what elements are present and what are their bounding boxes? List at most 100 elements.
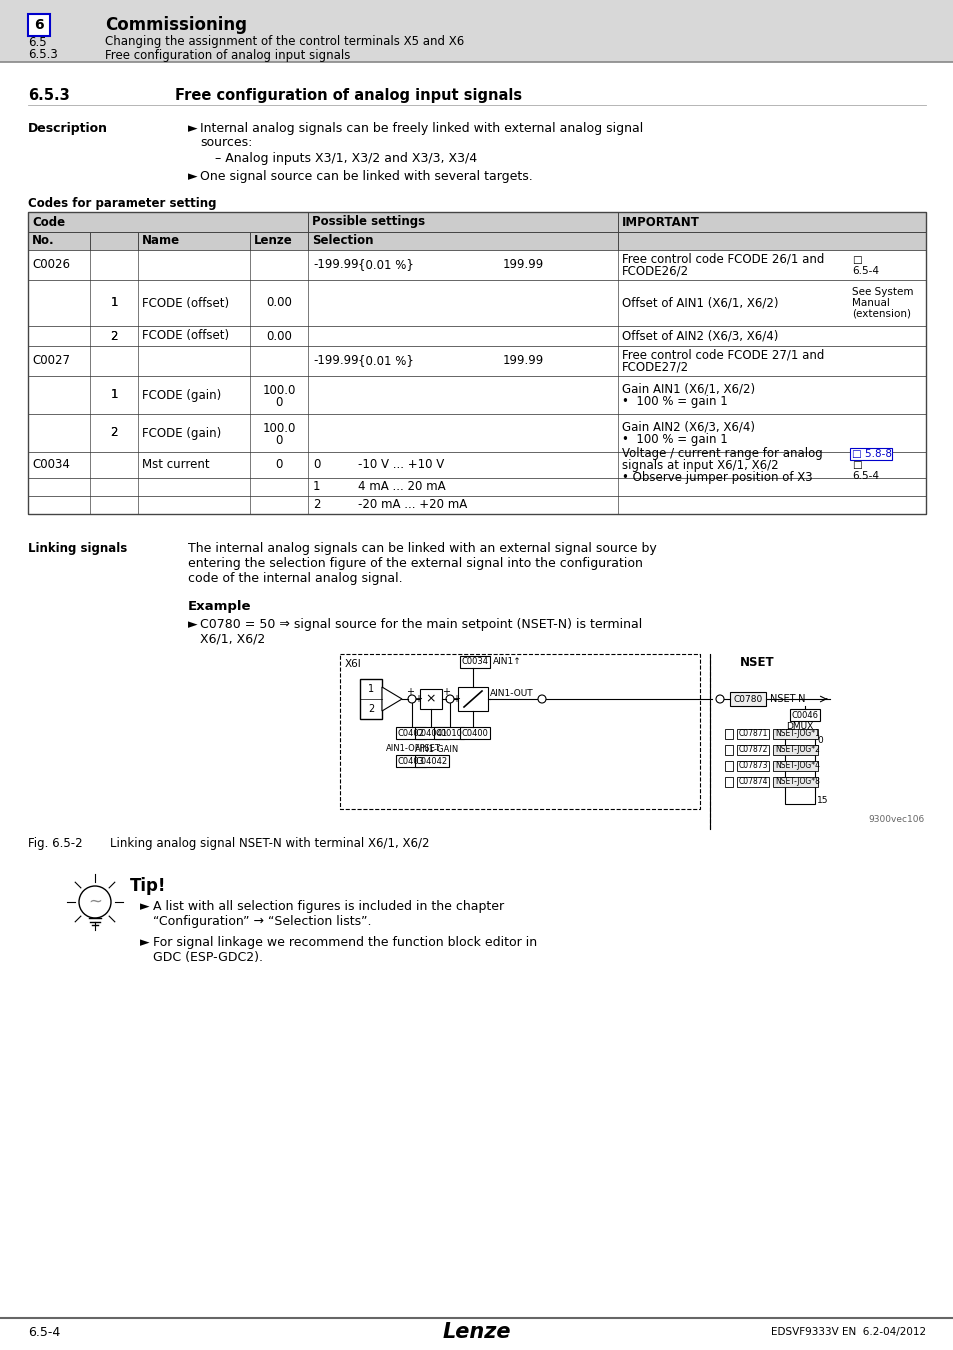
Bar — [784, 734, 814, 805]
Text: C0010: C0010 — [436, 729, 462, 737]
Text: Gain AIN2 (X6/3, X6/4): Gain AIN2 (X6/3, X6/4) — [621, 420, 754, 433]
Text: signals at input X6/1, X6/2: signals at input X6/1, X6/2 — [621, 459, 778, 471]
Text: sources:: sources: — [200, 136, 253, 148]
Text: 2: 2 — [368, 703, 374, 714]
Text: {0.01 %}: {0.01 %} — [357, 258, 414, 271]
Bar — [359, 679, 381, 720]
Text: Linking signals: Linking signals — [28, 541, 127, 555]
Bar — [28, 14, 50, 36]
Text: Offset of AIN1 (X6/1, X6/2): Offset of AIN1 (X6/1, X6/2) — [621, 297, 778, 309]
Text: C04041: C04041 — [416, 729, 448, 737]
Text: C0026: C0026 — [32, 258, 70, 271]
Text: entering the selection figure of the external signal into the configuration: entering the selection figure of the ext… — [188, 558, 642, 570]
Bar — [724, 761, 732, 771]
Text: FCODE (offset): FCODE (offset) — [142, 297, 229, 309]
Bar — [737, 745, 768, 755]
Text: •  100 % = gain 1: • 100 % = gain 1 — [621, 432, 727, 446]
Text: 1: 1 — [111, 389, 117, 401]
Bar — [434, 728, 463, 738]
Text: 2: 2 — [111, 427, 117, 440]
Text: •  100 % = gain 1: • 100 % = gain 1 — [621, 394, 727, 408]
Bar — [737, 729, 768, 738]
Text: – Analog inputs X3/1, X3/2 and X3/3, X3/4: – Analog inputs X3/1, X3/2 and X3/3, X3/… — [214, 153, 477, 165]
Bar — [28, 250, 925, 279]
Text: 0.00: 0.00 — [266, 329, 292, 343]
Text: 6.5.3: 6.5.3 — [28, 88, 70, 103]
Text: Free control code FCODE 27/1 and: Free control code FCODE 27/1 and — [621, 348, 823, 362]
Bar — [724, 778, 732, 787]
Bar — [457, 687, 488, 711]
Text: C0027: C0027 — [32, 355, 70, 367]
Text: -199.99: -199.99 — [313, 258, 358, 271]
Text: NSET: NSET — [740, 656, 774, 670]
Text: Commissioning: Commissioning — [105, 16, 247, 34]
Text: 6: 6 — [34, 18, 44, 32]
Text: ►: ► — [140, 936, 150, 949]
Text: 9300vec106: 9300vec106 — [868, 815, 924, 824]
Text: 6.5-4: 6.5-4 — [851, 266, 878, 275]
Text: C07872: C07872 — [738, 745, 767, 755]
Bar — [28, 232, 925, 250]
Text: 6.5-4: 6.5-4 — [851, 471, 878, 481]
Text: Code: Code — [32, 216, 65, 228]
Text: 100.0: 100.0 — [262, 383, 295, 397]
Bar — [395, 755, 426, 767]
Text: 15: 15 — [816, 796, 827, 805]
Bar — [28, 279, 925, 325]
Text: NSET-JOG*2: NSET-JOG*2 — [774, 745, 819, 755]
Bar — [737, 778, 768, 787]
Text: +: + — [452, 694, 459, 703]
Text: FCODE (gain): FCODE (gain) — [142, 389, 221, 401]
Text: 0: 0 — [275, 433, 282, 447]
Text: 0: 0 — [275, 396, 282, 409]
Text: 1: 1 — [313, 481, 320, 494]
Text: Voltage / current range for analog: Voltage / current range for analog — [621, 447, 821, 459]
Text: ►: ► — [188, 122, 197, 135]
Text: ~: ~ — [88, 892, 102, 911]
Text: Gain AIN1 (X6/1, X6/2): Gain AIN1 (X6/1, X6/2) — [621, 382, 755, 396]
Text: NSET-JOG*8: NSET-JOG*8 — [774, 778, 819, 787]
Text: FCODE (offset): FCODE (offset) — [142, 329, 229, 343]
Text: C04042: C04042 — [416, 756, 448, 765]
Text: EDSVF9333V EN  6.2-04/2012: EDSVF9333V EN 6.2-04/2012 — [770, 1327, 925, 1336]
Text: ×: × — [425, 693, 436, 706]
Text: FCODE (gain): FCODE (gain) — [142, 427, 221, 440]
Text: Free control code FCODE 26/1 and: Free control code FCODE 26/1 and — [621, 252, 823, 266]
Text: 2: 2 — [111, 329, 117, 343]
Text: ►: ► — [140, 900, 150, 913]
Polygon shape — [381, 687, 401, 711]
Text: 1: 1 — [111, 389, 117, 401]
Text: C0034: C0034 — [461, 657, 488, 667]
Text: Offset of AIN2 (X6/3, X6/4): Offset of AIN2 (X6/3, X6/4) — [621, 329, 778, 343]
Bar — [28, 346, 925, 377]
Text: NSET-JOG*1: NSET-JOG*1 — [774, 729, 819, 738]
Text: No.: No. — [32, 235, 54, 247]
Text: 0: 0 — [816, 736, 821, 745]
Bar — [772, 745, 817, 755]
Bar — [28, 478, 925, 495]
Text: {0.01 %}: {0.01 %} — [357, 355, 414, 367]
Bar — [28, 325, 925, 346]
Bar — [415, 755, 449, 767]
Text: AIN1-GAIN: AIN1-GAIN — [415, 745, 458, 755]
Text: ►: ► — [188, 170, 197, 184]
Circle shape — [408, 695, 416, 703]
Text: 1: 1 — [368, 684, 374, 694]
Bar — [772, 778, 817, 787]
Bar — [419, 688, 441, 709]
Text: +: + — [441, 687, 450, 697]
Text: C0034: C0034 — [32, 459, 70, 471]
Text: Lenze: Lenze — [253, 235, 293, 247]
Text: Linking analog signal NSET-N with terminal X6/1, X6/2: Linking analog signal NSET-N with termin… — [110, 837, 429, 850]
Text: NSET-N: NSET-N — [769, 694, 804, 703]
Text: 0.00: 0.00 — [266, 297, 292, 309]
Text: 2: 2 — [111, 329, 117, 343]
Text: code of the internal analog signal.: code of the internal analog signal. — [188, 572, 402, 585]
Bar — [395, 728, 426, 738]
Text: 6.5-4: 6.5-4 — [28, 1326, 60, 1338]
Text: Changing the assignment of the control terminals X5 and X6: Changing the assignment of the control t… — [105, 35, 464, 49]
Circle shape — [79, 886, 111, 918]
Text: □: □ — [851, 255, 861, 265]
Text: Example: Example — [188, 599, 252, 613]
Text: Mst current: Mst current — [142, 459, 210, 471]
